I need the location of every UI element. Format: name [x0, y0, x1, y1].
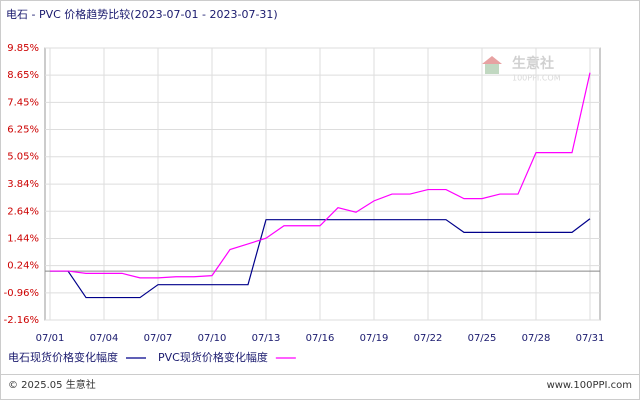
footer-divider [1, 374, 639, 375]
y-tick-label: 5.05% [7, 152, 39, 163]
watermark-logo [485, 64, 499, 74]
x-tick-label: 07/16 [306, 333, 335, 344]
y-tick-label: 6.25% [7, 125, 39, 136]
x-tick-label: 07/22 [414, 333, 443, 344]
x-tick-label: 07/31 [576, 333, 605, 344]
x-tick-label: 07/04 [90, 333, 119, 344]
y-tick-label: 3.84% [7, 179, 39, 190]
footer-copyright: © 2025.05 生意社 [8, 378, 96, 391]
y-tick-label: 7.45% [7, 97, 39, 108]
y-tick-label: -0.96% [4, 288, 39, 299]
y-tick-label: -2.16% [4, 315, 39, 326]
series-line [50, 218, 591, 299]
series-line [50, 72, 591, 279]
y-tick-label: 8.65% [7, 70, 39, 81]
x-tick-label: 07/10 [198, 333, 227, 344]
y-tick-label: 0.24% [7, 261, 39, 272]
footer-site: www.100PPI.com [547, 380, 632, 391]
x-tick-label: 07/25 [468, 333, 497, 344]
legend-label: PVC现货价格变化幅度 [158, 350, 268, 364]
y-tick-label: 2.64% [7, 206, 39, 217]
x-tick-label: 07/07 [144, 333, 173, 344]
y-tick-label: 1.44% [7, 233, 39, 244]
x-tick-label: 07/01 [36, 333, 65, 344]
legend-label: 电石现货价格变化幅度 [8, 350, 118, 364]
x-tick-label: 07/19 [360, 333, 389, 344]
x-tick-label: 07/28 [522, 333, 551, 344]
x-tick-label: 07/13 [252, 333, 281, 344]
watermark-logo [482, 56, 502, 64]
y-tick-label: 9.85% [7, 43, 39, 54]
chart-title: 电石 - PVC 价格趋势比较(2023-07-01 - 2023-07-31) [6, 7, 278, 21]
watermark-name: 生意社 [512, 55, 554, 72]
